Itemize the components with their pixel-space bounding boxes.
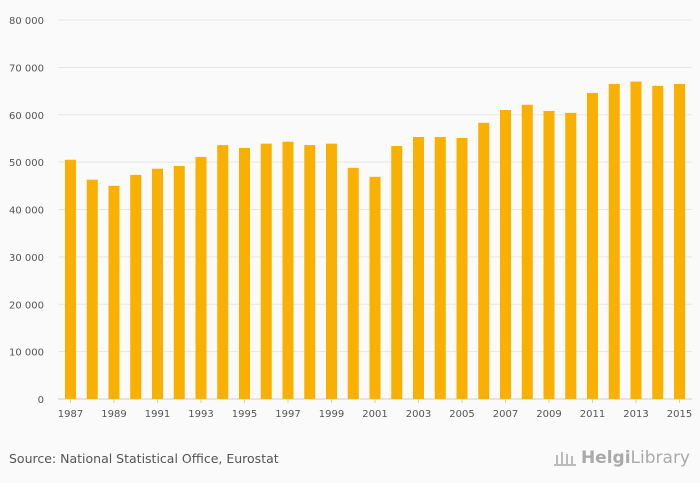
bar-1994 bbox=[217, 145, 229, 399]
bar-2003 bbox=[413, 137, 424, 400]
bar-1992 bbox=[173, 165, 185, 399]
x-tick-label: 1997 bbox=[275, 409, 300, 420]
bar-1993 bbox=[195, 156, 207, 399]
x-tick-label: 2007 bbox=[493, 409, 518, 420]
bar-2012 bbox=[608, 83, 620, 400]
x-tick-label: 2015 bbox=[667, 409, 692, 420]
bar-2008 bbox=[521, 104, 533, 400]
bar-1990 bbox=[130, 174, 142, 399]
x-tick-label: 1987 bbox=[58, 409, 83, 420]
bar-2007 bbox=[500, 110, 511, 399]
x-tick-label: 1989 bbox=[101, 409, 126, 420]
x-tick-label: 2013 bbox=[623, 409, 648, 420]
bar-2011 bbox=[587, 92, 598, 400]
bar-1988 bbox=[86, 179, 98, 399]
y-tick-label: 0 bbox=[38, 395, 44, 406]
x-tick-label: 2003 bbox=[406, 409, 431, 420]
x-tick-label: 1993 bbox=[188, 409, 213, 420]
bar-1987 bbox=[65, 159, 76, 399]
bar-1996 bbox=[260, 143, 272, 399]
y-tick-label: 10 000 bbox=[9, 348, 44, 359]
y-tick-label: 80 000 bbox=[9, 16, 44, 27]
x-tick-label: 1991 bbox=[145, 409, 170, 420]
bar-2001 bbox=[369, 176, 381, 399]
bar-1999 bbox=[326, 143, 337, 399]
bar-1997 bbox=[282, 141, 294, 399]
bar-2004 bbox=[434, 137, 446, 400]
bar-2000 bbox=[347, 167, 359, 399]
y-tick-label: 70 000 bbox=[9, 63, 44, 74]
x-tick-label: 2001 bbox=[362, 409, 387, 420]
y-tick-label: 40 000 bbox=[9, 206, 44, 217]
source-note: Source: National Statistical Office, Eur… bbox=[9, 451, 279, 466]
x-tick-label: 2005 bbox=[449, 409, 474, 420]
bar-2014 bbox=[652, 85, 664, 399]
bar-2006 bbox=[478, 122, 490, 400]
bar-chart: 0 10 000 20 000 30 000 40 000 50 000 60 000 70 … bbox=[9, 16, 692, 420]
bar-2009 bbox=[543, 110, 555, 400]
x-tick-label: 2011 bbox=[580, 409, 605, 420]
bar-2015 bbox=[674, 83, 685, 400]
x-tick-label: 2009 bbox=[536, 409, 561, 420]
logo-text-bold: Helgi bbox=[580, 448, 631, 468]
bar-1989 bbox=[108, 185, 120, 399]
bar-2005 bbox=[456, 137, 468, 399]
y-tick-label: 50 000 bbox=[9, 158, 44, 169]
y-tick-label: 60 000 bbox=[9, 111, 44, 122]
bar-2010 bbox=[565, 112, 577, 399]
y-tick-label: 20 000 bbox=[9, 300, 44, 311]
x-tick-label: 1995 bbox=[232, 409, 257, 420]
y-tick-label: 30 000 bbox=[9, 253, 44, 264]
bar-1991 bbox=[152, 168, 163, 399]
helgi-library-logo[interactable]: HelgiLibrary bbox=[553, 448, 690, 468]
bar-2013 bbox=[630, 81, 642, 400]
bar-2002 bbox=[391, 146, 403, 399]
x-tick-label: 1999 bbox=[319, 409, 344, 420]
bar-1998 bbox=[304, 145, 316, 399]
logo-text: Library bbox=[630, 448, 690, 468]
bar-1995 bbox=[239, 147, 250, 399]
library-building-icon bbox=[553, 452, 576, 466]
